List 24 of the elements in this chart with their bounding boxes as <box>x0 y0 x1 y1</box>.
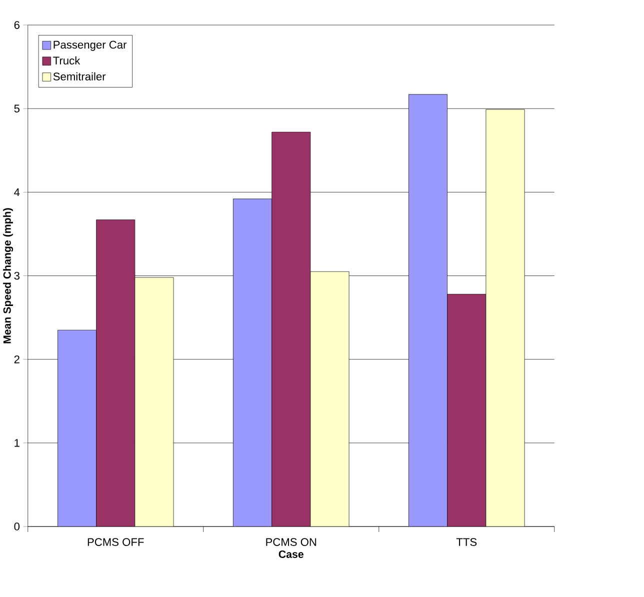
bar <box>96 220 136 527</box>
bar <box>58 330 96 527</box>
x-tick-label: TTS <box>456 538 477 546</box>
bar <box>447 294 486 527</box>
y-tick-label: 5 <box>14 104 20 112</box>
legend-label: Semitrailer <box>53 72 106 80</box>
bar <box>233 198 272 527</box>
y-tick-label: 4 <box>14 188 20 196</box>
y-axis-title: Mean Speed Change (mph) <box>3 208 14 344</box>
legend-label: Truck <box>53 56 80 65</box>
y-tick-label: 1 <box>14 439 20 447</box>
x-tick-label: PCMS OFF <box>88 538 144 546</box>
legend-label: Passenger Car <box>54 40 127 51</box>
bar <box>134 277 174 527</box>
x-tick-label: PCMS ON <box>266 538 316 546</box>
y-tick-label: 0 <box>14 522 20 530</box>
bar <box>408 94 448 527</box>
bar <box>310 271 350 527</box>
y-tick-label: 2 <box>14 356 20 364</box>
bar <box>486 109 525 527</box>
y-tick-label: 6 <box>14 21 20 29</box>
y-tick-label: 3 <box>14 272 20 280</box>
x-axis-title: Case <box>278 550 304 558</box>
bar <box>272 132 311 527</box>
